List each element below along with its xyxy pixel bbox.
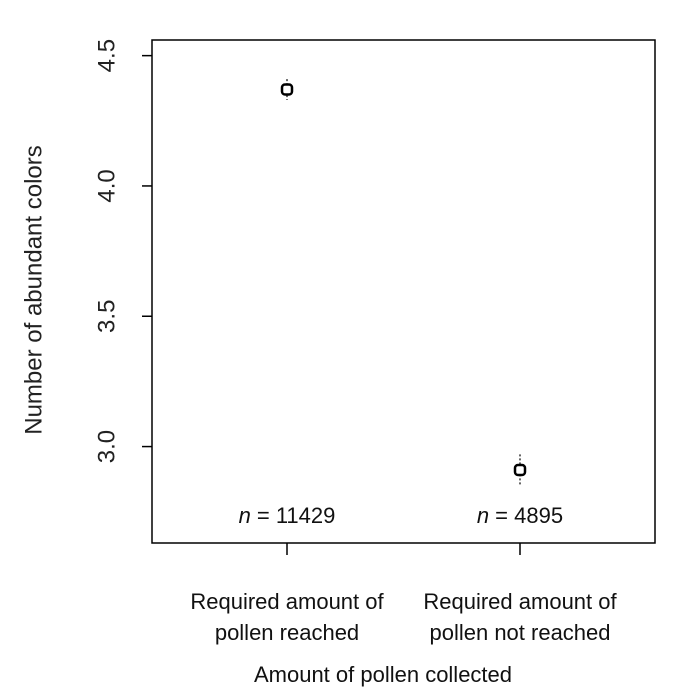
- y-tick-label: 3.5: [93, 300, 120, 333]
- annotation-text: = 4895: [495, 503, 563, 528]
- plot-frame: [151, 39, 656, 544]
- annotation: n = 11429: [239, 503, 336, 528]
- y-tick-label: 3.0: [93, 430, 120, 463]
- x-tick-label: Required amount of pollen not reached: [423, 589, 617, 645]
- annotation: n = 4895: [477, 503, 563, 528]
- annotation-symbol: n: [239, 503, 251, 528]
- y-tick-label: 4.0: [93, 169, 120, 202]
- x-axis-title: Amount of pollen collected: [254, 662, 512, 687]
- annotation-symbol: n: [477, 503, 489, 528]
- x-tick-label: Required amount of pollen reached: [190, 589, 384, 645]
- point: [513, 463, 527, 477]
- point: [280, 83, 294, 96]
- y-tick-label: 4.5: [93, 39, 120, 72]
- y-axis-title: Number of abundant colors: [20, 145, 47, 435]
- annotation-text: = 11429: [257, 503, 336, 528]
